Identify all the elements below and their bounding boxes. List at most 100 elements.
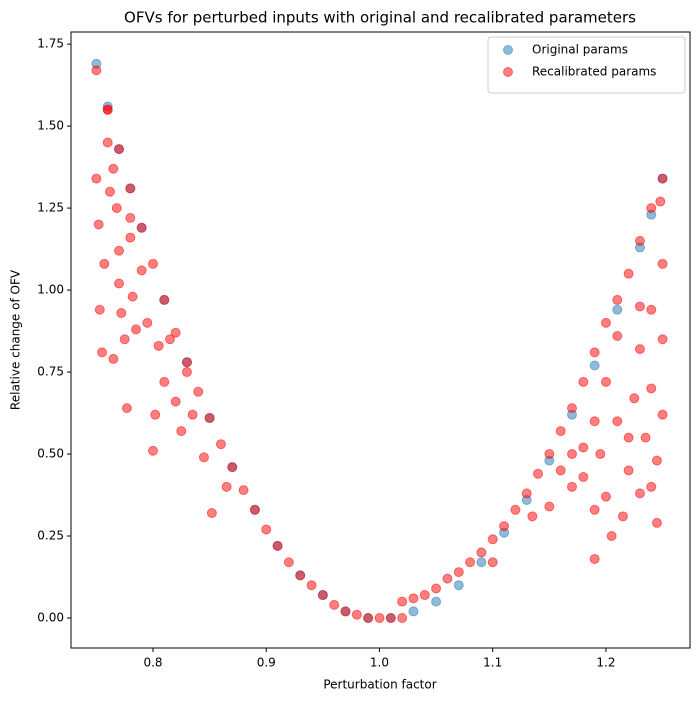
- point: [578, 471, 589, 482]
- point: [94, 304, 105, 315]
- point: [646, 304, 657, 315]
- point: [465, 557, 476, 568]
- point: [651, 517, 662, 528]
- point: [108, 163, 119, 174]
- point: [646, 481, 657, 492]
- point: [227, 462, 238, 473]
- point: [651, 455, 662, 466]
- point: [340, 606, 351, 617]
- point: [283, 557, 294, 568]
- y-tick-label: 1.50: [37, 119, 64, 133]
- point: [114, 245, 125, 256]
- legend-label: Recalibrated params: [532, 65, 656, 79]
- x-tick-label: 1.2: [596, 656, 615, 670]
- point: [159, 376, 170, 387]
- point: [431, 596, 442, 607]
- point: [555, 465, 566, 476]
- x-axis-label: Perturbation factor: [323, 678, 436, 692]
- y-tick-label: 1.75: [37, 37, 64, 51]
- point: [589, 553, 600, 564]
- point: [397, 596, 408, 607]
- legend-marker: [503, 45, 513, 55]
- point: [476, 547, 487, 558]
- point: [544, 501, 555, 512]
- point: [238, 485, 249, 496]
- point: [108, 353, 119, 364]
- point: [159, 294, 170, 305]
- legend-box: [487, 36, 686, 94]
- point: [147, 445, 158, 456]
- point: [142, 317, 153, 328]
- point: [634, 235, 645, 246]
- point: [431, 583, 442, 594]
- point: [487, 557, 498, 568]
- point: [329, 599, 340, 610]
- point: [623, 432, 634, 443]
- point: [453, 567, 464, 578]
- point: [566, 403, 577, 414]
- point: [657, 258, 668, 269]
- point: [442, 573, 453, 584]
- point: [181, 367, 192, 378]
- point: [408, 606, 419, 617]
- point: [623, 268, 634, 279]
- point: [215, 439, 226, 450]
- point: [111, 203, 122, 214]
- point: [153, 340, 164, 351]
- point: [295, 570, 306, 581]
- point: [612, 416, 623, 427]
- point: [125, 232, 136, 243]
- point: [176, 426, 187, 437]
- point: [181, 357, 192, 368]
- point: [646, 203, 657, 214]
- x-tick-label: 0.8: [143, 656, 162, 670]
- point: [600, 491, 611, 502]
- point: [91, 65, 102, 76]
- point: [566, 481, 577, 492]
- point: [555, 426, 566, 437]
- point: [99, 258, 110, 269]
- point: [606, 531, 617, 542]
- point: [634, 344, 645, 355]
- legend-marker: [503, 67, 513, 77]
- point: [261, 524, 272, 535]
- y-tick-label: 0.00: [37, 610, 64, 624]
- point: [272, 540, 283, 551]
- point: [589, 347, 600, 358]
- point: [629, 393, 640, 404]
- point: [655, 196, 666, 207]
- point: [150, 409, 161, 420]
- point: [164, 334, 175, 345]
- point: [102, 104, 113, 115]
- point: [595, 449, 606, 460]
- series: [91, 65, 668, 623]
- point: [600, 317, 611, 328]
- point: [125, 183, 136, 194]
- point: [510, 504, 521, 515]
- point: [566, 449, 577, 460]
- point: [125, 212, 136, 223]
- y-tick-label: 0.50: [37, 447, 64, 461]
- point: [363, 612, 374, 623]
- point: [385, 612, 396, 623]
- x-tick-label: 1.0: [370, 656, 389, 670]
- point: [351, 609, 362, 620]
- x-tick-label: 0.9: [257, 656, 276, 670]
- point: [657, 334, 668, 345]
- point: [487, 534, 498, 545]
- point: [97, 347, 108, 358]
- point: [170, 327, 181, 338]
- point: [136, 265, 147, 276]
- point: [589, 504, 600, 515]
- point: [249, 504, 260, 515]
- point: [221, 481, 232, 492]
- point: [476, 557, 487, 568]
- point: [612, 330, 623, 341]
- point: [657, 409, 668, 420]
- x-tick-label: 1.1: [483, 656, 502, 670]
- point: [453, 580, 464, 591]
- plot-frame: [70, 31, 691, 649]
- point: [93, 219, 104, 230]
- legend-label: Original params: [532, 43, 628, 57]
